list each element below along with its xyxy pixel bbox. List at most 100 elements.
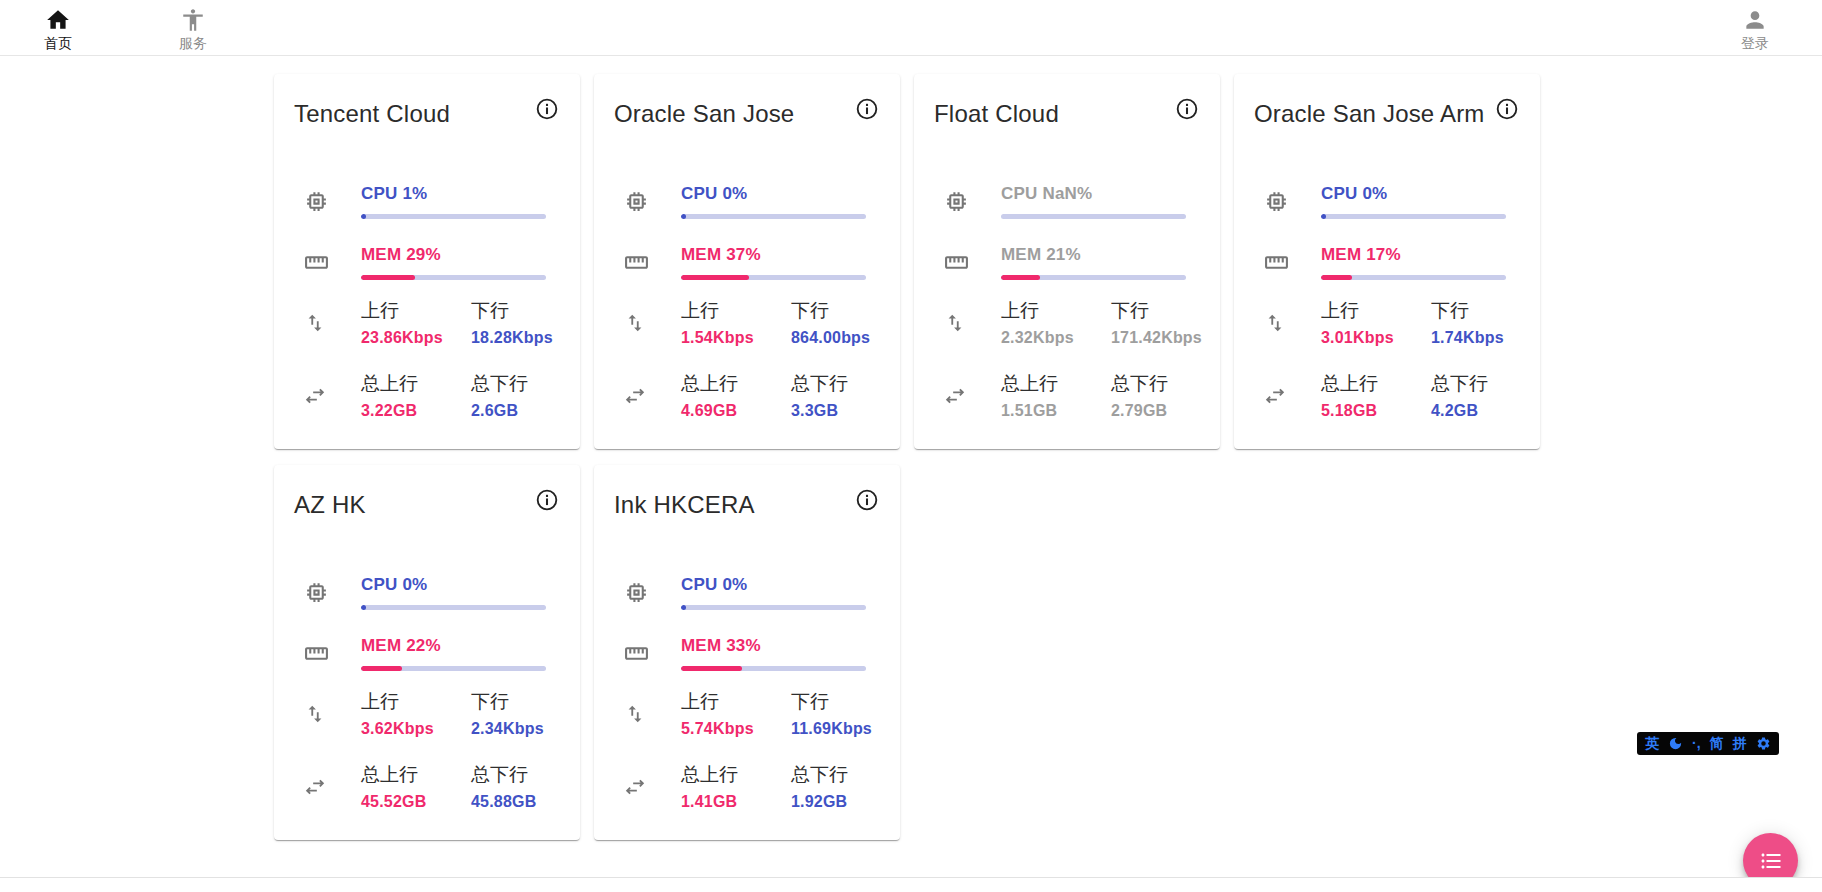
total-row: 总上行 1.51GB 总下行 2.79GB <box>944 371 1186 420</box>
total-upload-col: 总上行 5.18GB <box>1321 371 1431 420</box>
total-upload-label: 总上行 <box>361 762 471 788</box>
total-download-label: 总下行 <box>1431 371 1506 397</box>
info-icon[interactable] <box>1174 96 1200 122</box>
cpu-icon <box>624 189 681 214</box>
server-card: Float Cloud CPU NaN% <box>914 74 1220 449</box>
nav-item-login[interactable]: 登录 <box>1715 7 1795 53</box>
speed-row: 上行 2.32Kbps 下行 171.42Kbps <box>944 298 1186 347</box>
cpu-progressbar <box>681 214 866 219</box>
total-download-value: 4.2GB <box>1431 402 1506 420</box>
mem-progressbar <box>681 666 866 671</box>
cpu-row: CPU 1% <box>304 184 546 219</box>
sync-alt-icon <box>624 776 681 798</box>
server-card: Ink HKCERA CPU 0% <box>594 465 900 840</box>
cpu-label: CPU NaN% <box>1001 184 1186 204</box>
speed-row: 上行 3.01Kbps 下行 1.74Kbps <box>1264 298 1506 347</box>
download-label: 下行 <box>471 689 546 715</box>
server-name: Ink HKCERA <box>614 489 755 521</box>
total-download-value: 2.6GB <box>471 402 546 420</box>
download-col: 下行 864.00bps <box>791 298 870 347</box>
info-icon[interactable] <box>1494 96 1520 122</box>
upload-label: 上行 <box>681 298 791 324</box>
download-col: 下行 11.69Kbps <box>791 689 872 738</box>
cpu-icon <box>304 580 361 605</box>
upload-col: 上行 3.01Kbps <box>1321 298 1431 347</box>
download-label: 下行 <box>1111 298 1202 324</box>
speed-row: 上行 23.86Kbps 下行 18.28Kbps <box>304 298 546 347</box>
total-upload-col: 总上行 1.51GB <box>1001 371 1111 420</box>
mem-row: MEM 33% <box>624 636 866 671</box>
total-download-label: 总下行 <box>1111 371 1186 397</box>
ime-pinyin-mode[interactable]: 拼 <box>1733 732 1747 755</box>
total-upload-col: 总上行 3.22GB <box>361 371 471 420</box>
mem-label: MEM 17% <box>1321 245 1506 265</box>
cpu-label: CPU 0% <box>681 184 866 204</box>
upload-value: 1.54Kbps <box>681 329 791 347</box>
upload-value: 3.62Kbps <box>361 720 471 738</box>
server-name: AZ HK <box>294 489 366 521</box>
upload-col: 上行 5.74Kbps <box>681 689 791 738</box>
gear-icon <box>1756 736 1771 751</box>
nav-item-home[interactable]: 首页 <box>18 7 98 53</box>
card-header: Tencent Cloud <box>294 98 560 132</box>
total-download-col: 总下行 45.88GB <box>471 762 546 811</box>
total-upload-value: 45.52GB <box>361 793 471 811</box>
total-upload-col: 总上行 4.69GB <box>681 371 791 420</box>
cpu-row: CPU 0% <box>1264 184 1506 219</box>
download-col: 下行 1.74Kbps <box>1431 298 1506 347</box>
total-download-value: 2.79GB <box>1111 402 1186 420</box>
download-value: 171.42Kbps <box>1111 329 1202 347</box>
mem-label: MEM 21% <box>1001 245 1186 265</box>
download-col: 下行 18.28Kbps <box>471 298 553 347</box>
swap-vert-icon <box>304 312 361 334</box>
upload-value: 23.86Kbps <box>361 329 471 347</box>
footer-divider <box>0 877 1822 892</box>
sync-alt-icon <box>1264 385 1321 407</box>
info-icon[interactable] <box>854 487 880 513</box>
cpu-progressbar <box>361 605 546 610</box>
nav-home-label: 首页 <box>44 35 72 53</box>
nav-item-service[interactable]: 服务 <box>153 7 233 53</box>
server-card: Oracle San Jose CPU 0% <box>594 74 900 449</box>
server-card: AZ HK CPU 0% <box>274 465 580 840</box>
server-card: Tencent Cloud CPU 1% <box>274 74 580 449</box>
total-download-label: 总下行 <box>471 371 546 397</box>
upload-value: 2.32Kbps <box>1001 329 1111 347</box>
cpu-icon <box>944 189 1001 214</box>
card-header: Oracle San Jose <box>614 98 880 132</box>
list-icon <box>1759 849 1783 873</box>
info-icon[interactable] <box>534 96 560 122</box>
download-label: 下行 <box>791 298 870 324</box>
total-row: 总上行 3.22GB 总下行 2.6GB <box>304 371 546 420</box>
ime-english-mode[interactable]: 英 <box>1645 732 1659 755</box>
ruler-icon <box>944 250 1001 275</box>
download-value: 864.00bps <box>791 329 870 347</box>
download-value: 11.69Kbps <box>791 720 872 738</box>
total-download-label: 总下行 <box>791 762 866 788</box>
upload-col: 上行 23.86Kbps <box>361 298 471 347</box>
speed-row: 上行 3.62Kbps 下行 2.34Kbps <box>304 689 546 738</box>
total-upload-label: 总上行 <box>681 762 791 788</box>
ime-punctuation-mode[interactable]: ·, <box>1692 732 1701 755</box>
home-icon <box>45 7 71 33</box>
swap-vert-icon <box>624 703 681 725</box>
cpu-row: CPU NaN% <box>944 184 1186 219</box>
cpu-progressbar <box>1001 214 1186 219</box>
total-download-value: 1.92GB <box>791 793 866 811</box>
download-value: 2.34Kbps <box>471 720 546 738</box>
total-upload-label: 总上行 <box>361 371 471 397</box>
card-header: AZ HK <box>294 489 560 523</box>
download-col: 下行 2.34Kbps <box>471 689 546 738</box>
download-value: 18.28Kbps <box>471 329 553 347</box>
cpu-progressbar <box>361 214 546 219</box>
mem-progressbar <box>681 275 866 280</box>
sync-alt-icon <box>304 385 361 407</box>
mem-progressbar <box>1001 275 1186 280</box>
cpu-progressbar <box>681 605 866 610</box>
ime-toolbar[interactable]: 英 ·, 简拼 <box>1637 732 1779 755</box>
mem-progressbar <box>361 666 546 671</box>
info-icon[interactable] <box>854 96 880 122</box>
ime-simplified-mode[interactable]: 简 <box>1710 732 1724 755</box>
info-icon[interactable] <box>534 487 560 513</box>
nav-login-label: 登录 <box>1741 35 1769 53</box>
